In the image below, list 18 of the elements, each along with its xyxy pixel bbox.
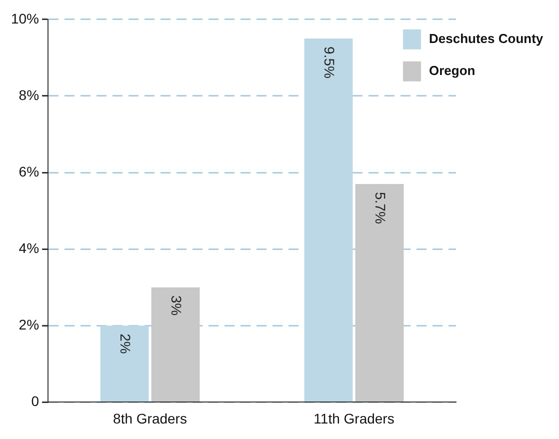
data-label: 3% [168, 295, 185, 316]
legend-label: Deschutes County [429, 30, 544, 46]
y-tick-label: 2% [18, 316, 40, 332]
legend-label: Oregon [429, 62, 476, 78]
bar [151, 287, 200, 402]
bar [100, 326, 149, 402]
data-label: 2% [118, 334, 134, 354]
y-tick-label: 10% [10, 10, 40, 26]
bar [304, 38, 353, 402]
y-tick-label: 8% [18, 86, 40, 103]
y-tick-label: 0 [31, 393, 40, 410]
y-tick-label: 4% [18, 240, 40, 256]
data-label: 5.7% [372, 192, 389, 224]
data-label: 9.5% [322, 46, 338, 78]
x-tick-label: 8th Graders [113, 410, 187, 426]
bar [355, 184, 404, 402]
x-tick-label: 11th Graders [314, 410, 394, 426]
y-tick-label: 6% [18, 163, 40, 180]
